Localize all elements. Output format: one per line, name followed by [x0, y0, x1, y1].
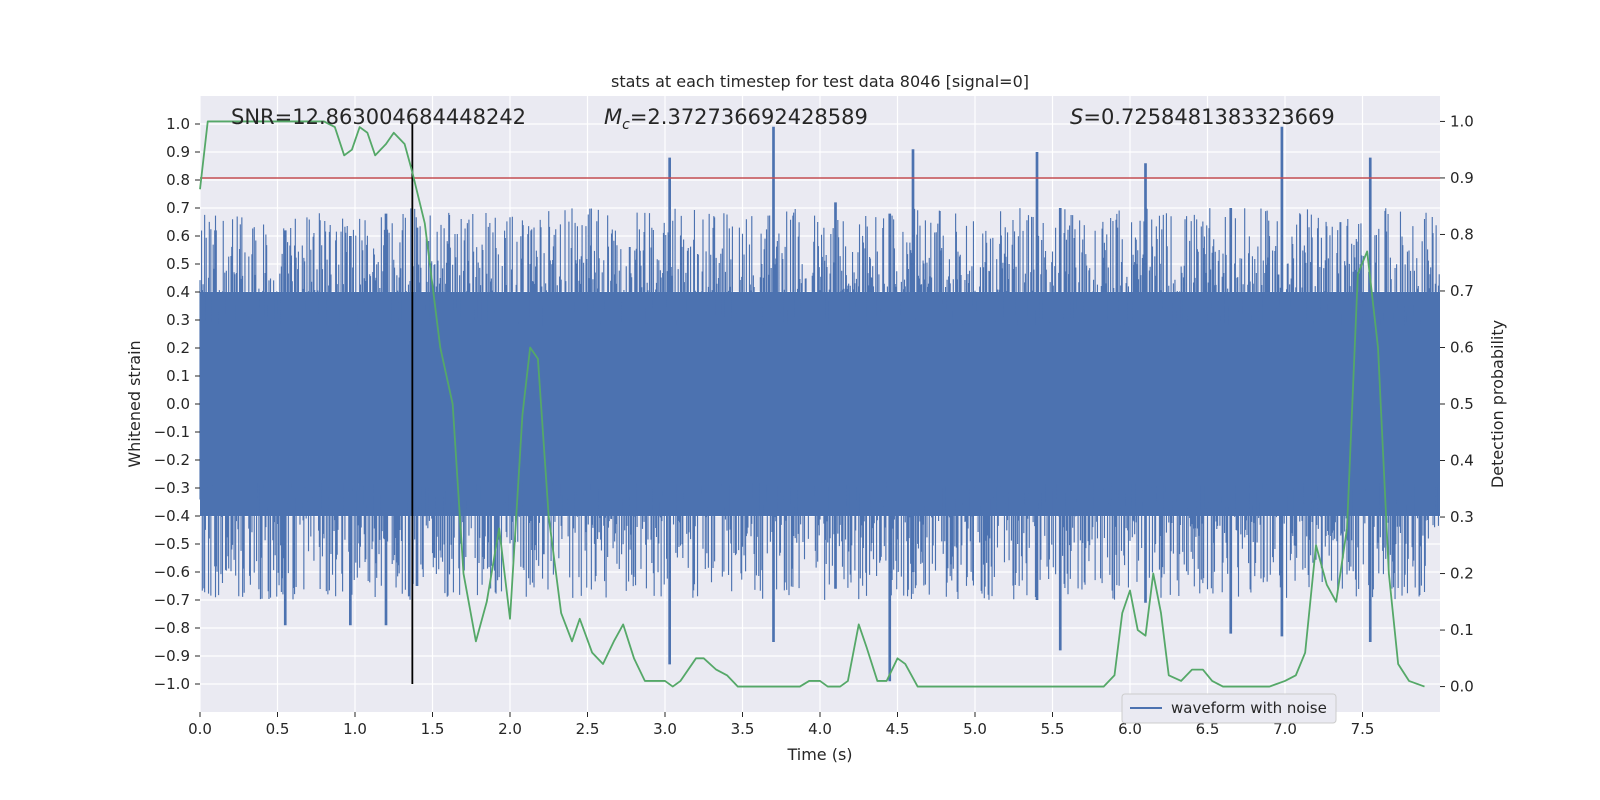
x-axis-ticks: 0.0 0.5 1.0 1.5 2.0 2.5 3.0 3.5 4.0 4.5 5.0 5.5 6.0 6…	[188, 712, 1374, 738]
y-tick-label: −0.6	[154, 563, 190, 581]
x-tick-label: 2.0	[498, 720, 522, 738]
x-tick-label: 6.0	[1118, 720, 1142, 738]
s-symbol: S	[1070, 105, 1083, 129]
s-annotation: S=0.7258481383323669	[1070, 105, 1335, 129]
waveform-trace	[199, 126, 1440, 682]
y2-axis-ticks: 1.0 0.9 0.8 0.7 0.6 0.5 0.4 0.3 0.2 0.1 0.0	[1440, 112, 1474, 696]
y-tick-label: 0.4	[166, 283, 190, 301]
y-tick-label: −0.2	[154, 451, 190, 469]
y-tick-label: 0.7	[166, 199, 190, 217]
y-tick-label: −0.9	[154, 647, 190, 665]
y-tick-label: 0.1	[166, 367, 190, 385]
y-tick-label: 0.9	[166, 143, 190, 161]
y2-tick-label: 0.6	[1450, 338, 1474, 356]
y-tick-label: 0.8	[166, 171, 190, 189]
chirp-mass-value: =2.372736692428589	[630, 105, 868, 129]
y2-tick-label: 0.9	[1450, 169, 1474, 187]
legend-label: waveform with noise	[1171, 699, 1327, 717]
y2-tick-label: 0.8	[1450, 225, 1474, 243]
x-tick-label: 5.5	[1041, 720, 1065, 738]
y-tick-label: −0.8	[154, 619, 190, 637]
y2-axis-label: Detection probability	[1488, 320, 1507, 488]
y-tick-label: 0.5	[166, 255, 190, 273]
x-tick-label: 5.0	[963, 720, 987, 738]
y-tick-label: −0.1	[154, 423, 190, 441]
x-tick-label: 3.5	[731, 720, 755, 738]
y-tick-label: −0.7	[154, 591, 190, 609]
y2-tick-label: 0.3	[1450, 508, 1474, 526]
x-tick-label: 1.5	[421, 720, 445, 738]
x-tick-label: 0.5	[266, 720, 290, 738]
legend-box	[1121, 693, 1337, 724]
legend: waveform with noise	[1121, 693, 1337, 724]
x-tick-label: 4.0	[808, 720, 832, 738]
y2-tick-label: 0.1	[1450, 621, 1474, 639]
x-tick-label: 4.5	[886, 720, 910, 738]
y-tick-label: −0.3	[154, 479, 190, 497]
snr-annotation: SNR=12.863004684448242	[231, 105, 526, 129]
x-tick-label: 0.0	[188, 720, 212, 738]
y-tick-label: −0.4	[154, 507, 190, 525]
y-tick-label: −1.0	[154, 675, 190, 693]
y2-tick-label: 0.7	[1450, 282, 1474, 300]
y2-tick-label: 0.0	[1450, 678, 1474, 696]
y-tick-label: 0.0	[166, 395, 190, 413]
waveform-series	[199, 126, 1440, 682]
y-tick-label: −0.5	[154, 535, 190, 553]
s-value: =0.7258481383323669	[1083, 105, 1334, 129]
y2-tick-label: 0.4	[1450, 452, 1474, 470]
x-tick-label: 1.0	[343, 720, 367, 738]
y-axis-label: Whitened strain	[125, 340, 144, 467]
x-tick-label: 2.5	[576, 720, 600, 738]
x-axis-label: Time (s)	[786, 745, 852, 764]
chirp-mass-annotation: Mc=2.372736692428589	[604, 105, 868, 133]
y-axis-ticks: 1.0 0.9 0.8 0.7 0.6 0.5 0.4 0.3 0.2 0.1 0.0 −0.1 −0.…	[154, 115, 200, 693]
x-tick-label: 6.5	[1196, 720, 1220, 738]
x-tick-label: 7.0	[1273, 720, 1297, 738]
y2-tick-label: 1.0	[1450, 112, 1474, 130]
chirp-mass-symbol: M	[604, 105, 622, 129]
x-tick-label: 3.0	[653, 720, 677, 738]
chirp-mass-subscript: c	[622, 117, 630, 133]
overlays	[199, 120, 1440, 688]
y-tick-label: 0.6	[166, 227, 190, 245]
x-tick-label: 7.5	[1351, 720, 1375, 738]
y2-tick-label: 0.5	[1450, 395, 1474, 413]
y2-tick-label: 0.2	[1450, 565, 1474, 583]
y-tick-label: 0.2	[166, 339, 190, 357]
y-tick-label: 0.3	[166, 311, 190, 329]
y-tick-label: 1.0	[166, 115, 190, 133]
detection-probability-line	[199, 120, 1425, 688]
chart-title: stats at each timestep for test data 804…	[611, 72, 1029, 91]
